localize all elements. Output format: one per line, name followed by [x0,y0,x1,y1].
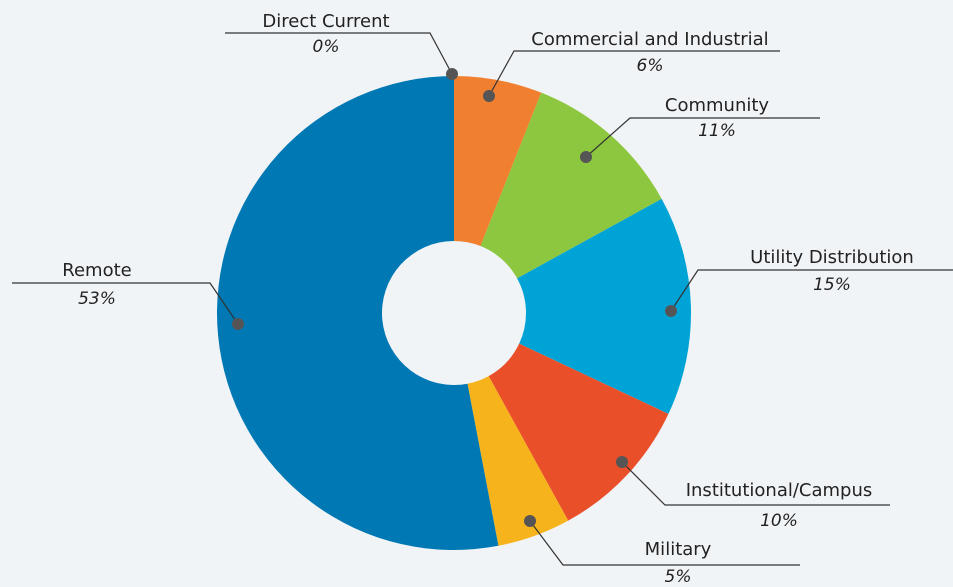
slices-group [216,76,692,551]
slice-label-military: Military [645,539,712,560]
slice-label-direct-current: Direct Current [262,11,389,32]
slice-value-military: 5% [665,567,692,587]
slice-label-community: Community [665,95,770,116]
leader-dot-military [524,515,536,527]
leader-dot-utility-distribution [665,305,677,317]
slice-value-commercial-and-industrial: 6% [637,56,664,76]
slice-utility-distribution [517,198,692,414]
slice-label-institutional-campus: Institutional/Campus [686,480,873,501]
leader-dot-direct-current [446,68,458,80]
labels-group: Direct Current 0% Commercial and Industria… [12,11,953,587]
slice-value-community: 11% [698,121,736,141]
slice-label-utility-distribution: Utility Distribution [750,247,914,268]
slice-institutional-campus [488,343,669,521]
leader-line-direct-current [225,32,453,75]
slice-community [480,92,662,279]
leader-line-community [585,117,820,158]
leader-dot-institutional-campus [616,456,628,468]
slice-label-commercial-and-industrial: Commercial and Industrial [531,29,768,50]
slice-value-direct-current: 0% [313,37,340,57]
leader-line-institutional-campus [621,461,890,506]
slice-value-utility-distribution: 15% [813,275,851,295]
slice-value-remote: 53% [78,289,116,309]
leader-line-utility-distribution [670,269,953,312]
slice-value-institutional-campus: 10% [760,511,798,531]
leader-line-military [529,520,800,566]
slice-label-remote: Remote [62,260,131,281]
leader-dot-remote [232,318,244,330]
leader-line-remote [12,282,239,325]
slice-remote [216,76,499,551]
leader-dot-community [580,151,592,163]
slice-military [467,376,569,546]
leader-line-commercial-and-industrial [488,50,780,97]
slice-commercial-and-industrial [454,76,542,247]
leader-dot-commercial-and-industrial [483,90,495,102]
